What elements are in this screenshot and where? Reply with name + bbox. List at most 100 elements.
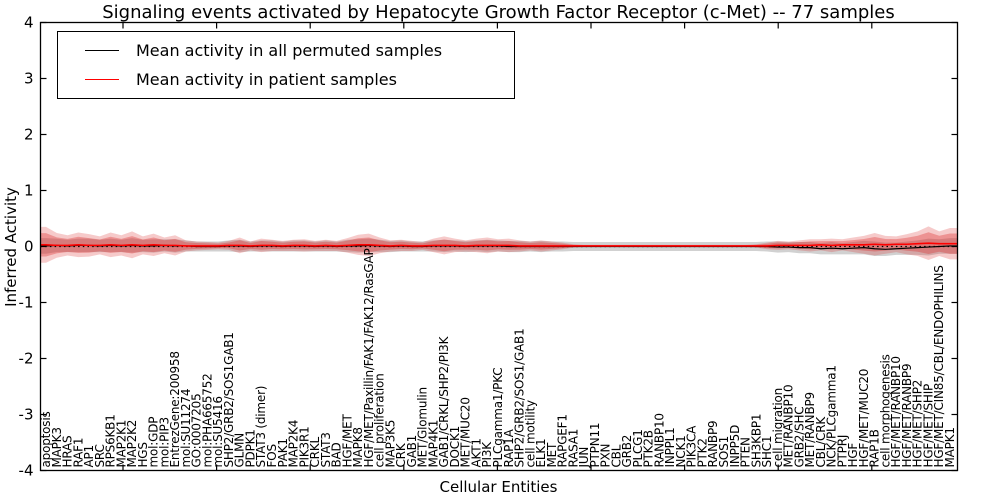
x-tick-label: PAK1 [276,438,290,467]
x-tick-label: PTPRJ [835,435,849,468]
x-tick-label: JUN [577,447,591,469]
x-tick-label: SHC1 [760,436,774,468]
x-tick-label: AKT1 [469,438,483,467]
x-tick-label: RASA1 [566,429,580,468]
x-tick-label: NCK1 [674,435,688,467]
legend-item-patient: Mean activity in patient samples [58,65,514,94]
x-tick-label: PLCG1 [631,429,645,467]
patient-std-band-inner [40,232,958,257]
x-tick-label: PTK2 [695,438,709,467]
x-tick-label: MAP2K2 [125,420,139,468]
x-tick-label: SHP2/GRB2/SOS1/GAB1 [513,328,527,467]
x-tick-label: GO:0007205 [190,393,204,467]
x-tick-label: HGF/MET/RANBP10 [889,356,903,467]
x-tick-label: CRKL [308,437,322,468]
patient-mean-line [40,242,958,247]
x-tick-label: RAF1 [71,438,85,468]
x-tick-label: mol:SU5416 [211,396,225,467]
legend-line-patient [85,79,119,80]
legend-label-patient: Mean activity in patient samples [136,70,397,89]
x-tick-label: PIK3R1 [297,426,311,467]
x-tick-label: BAD [330,442,344,467]
x-tick-label: SHP2/GRB2/SOS1GAB1 [222,332,236,467]
x-tick-label: HGF [846,443,860,468]
x-tick-label: CRK [394,442,408,467]
x-tick-label: mol:PHA665752 [200,373,214,467]
x-tick-label: SOS1 [717,436,731,468]
x-tick-label: MAP4K1 [426,420,440,468]
x-tick-label: DOCK1 [448,426,462,468]
x-tick-label: GAB1/CRKL/SHP2/PI3K [437,335,451,467]
x-tick-label: ELK1 [534,439,548,468]
x-tick-label: MET/MUC20 [459,397,473,467]
x-tick-label: PTEN [739,437,753,467]
x-tick-label: PDPK1 [243,429,257,467]
legend-line-permuted [85,50,119,51]
x-tick-label: STAT3 [319,432,333,467]
y-tick-label: -3 [19,406,34,424]
x-tick-label: apoptosis [39,411,53,467]
y-tick-label: 2 [24,126,34,144]
x-tick-label: RAPGEF1 [556,414,570,467]
y-tick-label: -2 [19,350,34,368]
x-tick-label: mol:PIP3 [157,417,171,467]
x-tick-label: cell migration [771,388,785,468]
x-tick-label: MET/Glomulin [416,387,430,467]
x-tick-label: MET [545,442,559,468]
x-tick-label: STAT3 (dimer) [254,386,268,468]
x-tick-label: SH3KBP1 [749,414,763,468]
x-tick-label: HGF/MET/MUC20 [857,369,871,468]
patient-std-band-outer [40,226,958,263]
x-tick-label: MAP2K1 [114,420,128,468]
x-tick-label: cell motility [523,400,537,468]
x-tick-label: PLCgamma1/PKC [491,368,505,468]
x-tick-label: RAP1A [502,428,516,467]
y-tick-label: -1 [19,294,34,312]
x-tick-label: NCK/PLCgamma1 [825,365,839,467]
x-tick-label: MET/RANBP9 [803,392,817,467]
x-tick-label: GAB1 [405,435,419,468]
x-tick-label: INPPL1 [663,427,677,467]
x-tick-label: SRC [93,444,107,467]
x-tick-label: RAP1B [868,429,882,467]
x-tick-label: MAP2K4 [287,420,301,468]
x-tick-label: MAP3K5 [383,420,397,468]
x-tick-label: HGF/MET [340,413,354,467]
x-tick-label: HRAS [61,436,75,468]
x-tick-label: RPS6KB1 [104,414,118,467]
legend-label-permuted: Mean activity in all permuted samples [136,41,443,60]
x-tick-label: MAPK8 [351,427,365,467]
x-tick-label: HGF/MET/SHIP [921,384,935,468]
x-tick-label: RANBP9 [706,421,720,468]
x-tick-label: HGF/MET/CIN85/CBL/ENDOPHILINS [932,265,946,467]
chart-title: Signaling events activated by Hepatocyte… [102,2,895,23]
legend: Mean activity in all permuted samples Me… [57,31,515,99]
x-tick-label: GLMN [233,433,247,468]
x-tick-label: CBL [609,444,623,467]
x-tick-label: MAPK1 [943,427,957,467]
x-tick-label: cell proliferation [373,373,387,467]
x-tick-label: PXN [599,444,613,468]
x-tick-label: mol:GDP [147,417,161,468]
y-tick-label: 1 [24,182,34,200]
x-tick-label: MAPK3 [50,427,64,467]
legend-item-permuted: Mean activity in all permuted samples [58,36,514,65]
x-tick-label: HGF/MET/Paxillin/FAK1/FAK12/RasGAP [362,248,376,467]
x-tick-label: HGF/MET/RANBP9 [900,364,914,468]
x-tick-label: cell morphogenesis [878,354,892,467]
x-tick-label: mol:SU11274 [179,389,193,468]
x-tick-label: FOS [265,444,279,467]
x-tick-label: PTPN11 [588,423,602,468]
x-tick-label: HGS [136,442,150,467]
x-tick-label: PIK3CA [685,425,699,468]
x-tick-label: CBL/CRK [814,416,828,468]
x-tick-label: EntrezGene:200958 [168,351,182,467]
x-tick-label: PI3K [480,441,494,468]
permuted-std-band [40,238,958,257]
x-tick-label: PTK2B [642,430,656,467]
y-axis-label: Inferred Activity [2,187,20,307]
x-tick-label: MET/RANBP10 [782,385,796,468]
x-tick-label: INPP5D [728,425,742,468]
